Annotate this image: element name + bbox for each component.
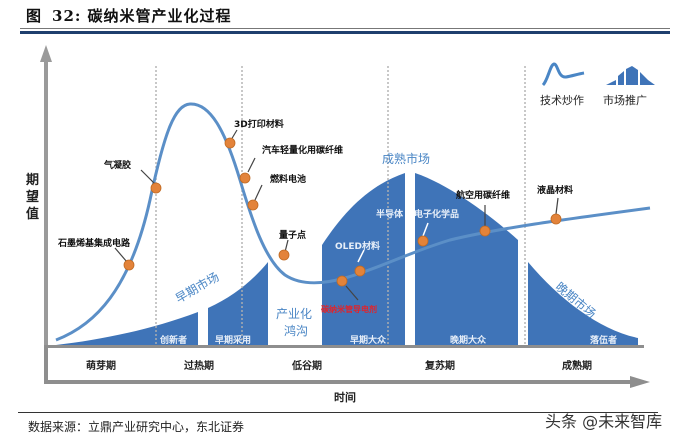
label-lcd-material: 液晶材料	[537, 186, 574, 196]
figure-number: 32:	[52, 7, 82, 25]
phase-recovery: 复苏期	[425, 361, 455, 372]
watermark: 头条 @未来智库	[545, 412, 663, 431]
hype-curve	[55, 102, 651, 342]
legend-hype-label: 技术炒作	[540, 94, 584, 107]
legend-icons	[541, 62, 655, 87]
figure-prefix: 图	[26, 7, 43, 25]
ground-line	[44, 345, 644, 348]
label-aerogel: 气凝胶	[104, 161, 132, 171]
label-quantum-dot: 量子点	[279, 231, 307, 241]
label-cnt-conductive-agent: 碳纳米管导电剂	[321, 305, 377, 314]
figure-title-text: 碳纳米管产业化过程	[87, 7, 232, 25]
label-chasm-line2: 鸿沟	[284, 324, 309, 338]
source-note: 数据来源：立鼎产业研究中心，东北证券	[28, 420, 245, 434]
title-rule-thin	[20, 28, 670, 29]
label-aero-carbon-fiber: 航空用碳纤维	[456, 191, 511, 201]
label-3d-printing: 3D打印材料	[234, 120, 284, 130]
label-oled: OLED材料	[335, 242, 381, 252]
y-axis	[40, 45, 52, 358]
label-semiconductor: 半导体	[376, 210, 404, 220]
label-chasm-line1: 产业化	[276, 307, 313, 321]
time-axis	[44, 380, 634, 384]
phase-trough: 低谷期	[292, 361, 322, 372]
segment-late-majority: 晚期大众	[450, 336, 487, 346]
phase-dividers	[155, 66, 526, 345]
source-rule	[18, 412, 658, 413]
label-electronic-chemicals: 电子化学品	[414, 210, 460, 220]
segment-innovators: 创新者	[160, 336, 188, 346]
market-bars-icon	[606, 66, 655, 85]
market-fill	[56, 173, 638, 345]
y-axis-label: 期望值	[26, 173, 40, 222]
label-auto-carbon-fiber: 汽车轻量化用碳纤维	[262, 146, 344, 156]
phase-overheated: 过热期	[184, 361, 214, 372]
label-graphene-ic: 石墨烯基集成电路	[58, 239, 131, 249]
phase-mature: 成熟期	[562, 361, 592, 372]
segment-laggards: 落伍者	[590, 336, 618, 346]
title-rule-thick	[20, 31, 670, 34]
label-fuel-cell: 燃料电池	[270, 175, 307, 185]
legend-market-label: 市场推广	[603, 94, 647, 107]
technology-markers	[123, 137, 562, 287]
hype-curve-icon	[541, 62, 585, 87]
label-mature-market: 成熟市场	[382, 152, 431, 166]
segment-early-majority: 早期大众	[350, 336, 387, 346]
figure-title: 图 32: 碳纳米管产业化过程	[26, 5, 231, 26]
segment-early-adopters: 早期采用	[215, 336, 252, 346]
time-axis-arrow	[630, 376, 650, 388]
x-axis-label: 时间	[334, 391, 356, 404]
phase-germination: 萌芽期	[86, 361, 116, 372]
